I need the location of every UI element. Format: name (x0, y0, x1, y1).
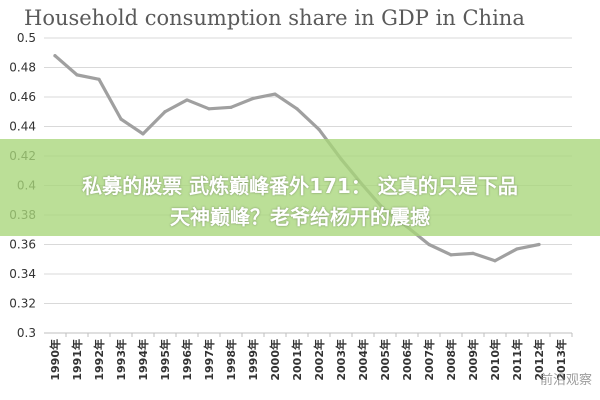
y-tick-label: 0.5 (17, 31, 36, 45)
data-point (537, 242, 541, 247)
x-tick-label: 2005年 (378, 339, 392, 381)
watermark: 前沿观察 (539, 373, 592, 388)
data-point (449, 253, 453, 257)
data-point (427, 242, 431, 247)
x-tick-label: 1991年 (70, 339, 84, 381)
data-point (163, 110, 167, 114)
overlay-banner (0, 139, 600, 236)
data-point (207, 107, 211, 111)
data-point (471, 251, 475, 255)
x-tick-label: 1993年 (114, 339, 128, 381)
x-tick-label: 2011年 (510, 339, 524, 381)
data-point (119, 117, 123, 121)
y-tick-label: 0.34 (9, 267, 36, 281)
data-point (185, 98, 189, 102)
y-tick-label: 0.46 (9, 90, 36, 104)
x-axis: 1990年 1991年 1992年 1993年 1994年 1995年 1996年 1997年… (44, 332, 573, 381)
x-tick-label: 2013年 (554, 339, 568, 381)
data-point (141, 132, 145, 136)
data-point (53, 54, 57, 58)
x-tick-label: 1994年 (136, 339, 150, 381)
data-point (251, 96, 255, 101)
x-tick-label: 2009年 (466, 339, 480, 381)
data-point (515, 247, 519, 251)
data-point (75, 73, 79, 77)
data-point (97, 77, 101, 81)
data-point (273, 92, 277, 96)
overlay-headline-line-2: 天神巅峰？老爷给杨开的震撼 (170, 205, 430, 229)
x-tick-label: 2012年 (532, 339, 546, 381)
x-tick-label: 1992年 (92, 339, 106, 381)
y-tick-label: 0.48 (9, 61, 36, 75)
x-tick-label: 2006年 (400, 339, 414, 381)
x-tick-label: 1996年 (180, 339, 194, 381)
x-tick-label: 1990年 (48, 339, 62, 381)
x-tick-label: 1995年 (158, 339, 172, 381)
y-tick-label: 0.36 (9, 238, 36, 252)
data-point (317, 127, 321, 132)
x-tick-label: 2001年 (290, 339, 304, 381)
data-point (493, 259, 497, 263)
x-tick-label: 1998年 (224, 339, 238, 381)
data-point (229, 105, 233, 109)
y-tick-label: 0.3 (17, 326, 36, 340)
x-tick-label: 1999年 (246, 339, 260, 381)
x-tick-label: 2003年 (334, 339, 348, 381)
chart-title: Household consumption share in GDP in Ch… (24, 6, 525, 30)
x-tick-label: 2010年 (488, 339, 502, 381)
data-point (295, 107, 299, 111)
x-tick-label: 2000年 (268, 339, 282, 381)
x-tick-label: 2008年 (444, 339, 458, 381)
y-tick-label: 0.32 (9, 297, 36, 311)
y-tick-label: 0.44 (9, 120, 36, 134)
overlay-headline-line-1: 私募的股票 武炼巅峰番外171： 这真的只是下品 (82, 174, 518, 198)
x-tick-label: 2002年 (312, 339, 326, 381)
x-tick-label: 2007年 (422, 339, 436, 381)
x-tick-label: 1997年 (202, 339, 216, 381)
x-tick-label: 2004年 (356, 339, 370, 381)
